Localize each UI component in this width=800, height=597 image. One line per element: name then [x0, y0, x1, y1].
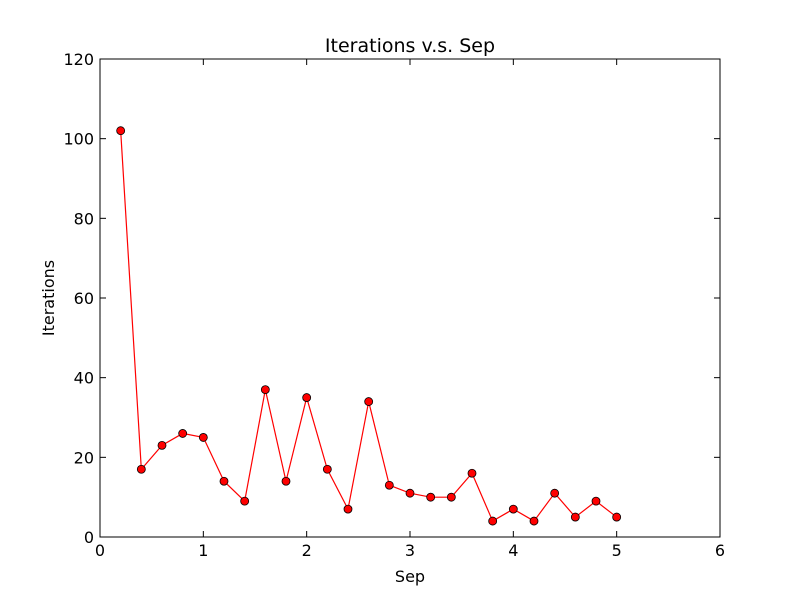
y-tick-label: 0: [84, 528, 94, 547]
data-point: [591, 496, 601, 506]
data-point: [446, 492, 456, 502]
y-tick-label: 100: [63, 130, 94, 149]
y-tick-label: 20: [74, 448, 94, 467]
y-tick-label: 40: [74, 369, 94, 388]
x-tick-label: 4: [508, 541, 518, 560]
data-point: [405, 488, 415, 498]
data-point: [116, 126, 126, 136]
plot-frame: [99, 58, 721, 538]
x-tick-label: 3: [405, 541, 415, 560]
data-point: [570, 512, 580, 522]
data-point: [508, 504, 518, 514]
y-tick-label: 80: [74, 209, 94, 228]
series-group: [116, 126, 622, 526]
data-point: [426, 492, 436, 502]
series-line: [120, 130, 618, 522]
x-tick-label: 0: [95, 541, 105, 560]
data-point: [240, 496, 250, 506]
x-tick-label: 5: [612, 541, 622, 560]
data-point: [198, 433, 208, 442]
data-point: [529, 516, 539, 526]
y-axis-label: Iterations: [39, 260, 58, 336]
data-point: [219, 476, 229, 486]
data-point: [384, 480, 394, 490]
data-point: [136, 464, 146, 474]
data-point: [343, 504, 353, 514]
x-tick-label: 1: [198, 541, 208, 560]
data-point: [612, 512, 622, 522]
data-point: [302, 393, 312, 402]
x-tick-label: 2: [302, 541, 312, 560]
y-tick-label: 60: [74, 289, 94, 308]
x-axis-label: Sep: [395, 567, 425, 586]
chart-title: Iterations v.s. Sep: [325, 35, 495, 57]
x-tick-label: 6: [715, 541, 725, 560]
data-point: [550, 488, 560, 498]
data-point: [488, 516, 498, 526]
data-point: [178, 429, 188, 438]
data-point: [260, 385, 270, 395]
data-point: [364, 397, 374, 406]
data-point: [281, 476, 291, 486]
data-point: [322, 464, 332, 474]
data-point: [157, 440, 167, 450]
y-tick-label: 120: [63, 50, 94, 69]
data-point: [467, 468, 477, 478]
